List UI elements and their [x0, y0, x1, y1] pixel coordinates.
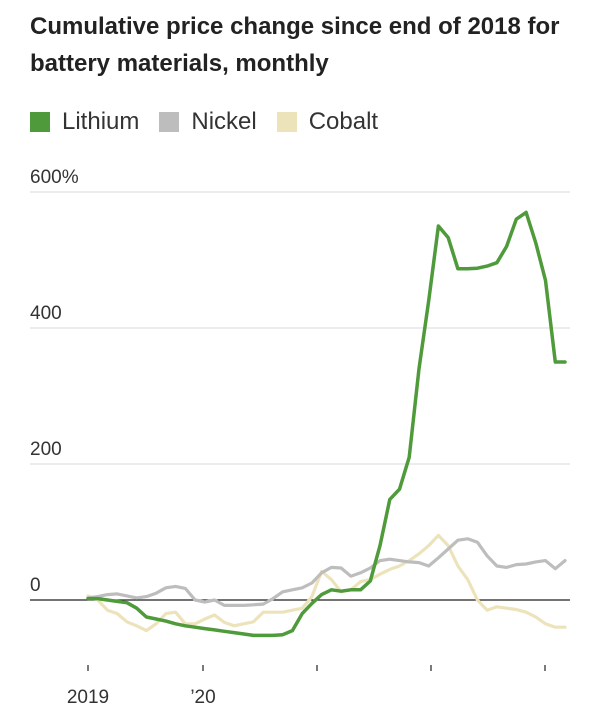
legend-item-cobalt: Cobalt — [276, 108, 379, 136]
legend-swatch-lithium — [30, 112, 50, 132]
y-tick-label: 0 — [30, 575, 41, 596]
series-line-cobalt — [86, 533, 567, 633]
legend-label-cobalt: Cobalt — [308, 108, 379, 135]
y-tick-label: 600% — [30, 167, 79, 188]
legend-label-nickel: Nickel — [191, 108, 257, 135]
y-tick-label: 200 — [30, 439, 62, 460]
y-tick-label: 400 — [30, 303, 62, 324]
legend-swatch-nickel — [159, 112, 180, 132]
legend-label-lithium: Lithium — [62, 108, 140, 135]
chart-title: Cumulative price change since end of 201… — [30, 13, 560, 77]
legend-item-lithium: Lithium — [30, 108, 139, 136]
legend-item-nickel: Nickel — [159, 108, 257, 136]
series-line-lithium — [86, 210, 567, 638]
legend: Lithium Nickel Cobalt — [30, 107, 398, 137]
series-line-nickel — [86, 537, 567, 608]
x-tick-label: 2019 — [67, 687, 109, 708]
legend-swatch-cobalt — [276, 112, 297, 132]
x-tick-label: ’20 — [190, 687, 215, 708]
